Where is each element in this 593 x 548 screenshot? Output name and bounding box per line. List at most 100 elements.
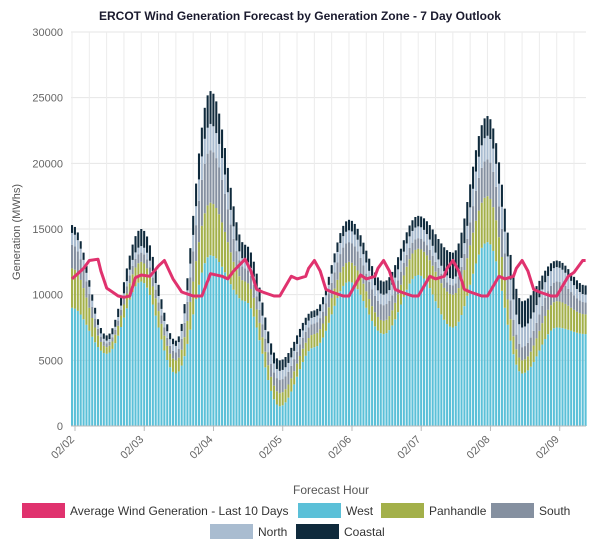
bar-segment — [584, 294, 587, 303]
bar-segment — [232, 206, 235, 227]
bar-segment — [422, 229, 426, 242]
bar-segment — [166, 337, 169, 346]
bar-segment — [267, 365, 270, 381]
bar-segment — [255, 309, 258, 328]
bar-segment — [500, 290, 503, 426]
bar-segment — [486, 159, 489, 197]
bar-segment — [448, 278, 452, 285]
bar-segment — [166, 360, 169, 426]
bar-segment — [180, 331, 183, 339]
bar-segment — [215, 258, 218, 426]
legend-swatch[interactable] — [298, 503, 341, 518]
bar-segment — [555, 281, 558, 302]
bar-segment — [108, 333, 111, 340]
bar-segment — [200, 225, 203, 273]
bar-segment — [244, 301, 247, 426]
bar-segment — [221, 222, 224, 267]
legend-swatch[interactable] — [22, 503, 65, 518]
bar-segment — [428, 239, 431, 251]
bar-segment — [134, 236, 137, 253]
bar-segment — [163, 335, 166, 351]
bar-segment — [96, 335, 100, 348]
bar-segment — [322, 304, 325, 312]
bar-segment — [451, 285, 454, 295]
legend-swatch[interactable] — [491, 503, 534, 518]
bar-segment — [304, 355, 307, 426]
bar-segment — [440, 265, 443, 274]
bar-segment — [552, 328, 555, 426]
bar-segment — [472, 166, 475, 189]
bar-segment — [111, 328, 114, 335]
bar-segment — [252, 297, 255, 317]
legend-swatch[interactable] — [381, 503, 424, 518]
bar-segment — [561, 283, 564, 303]
bar-segment — [82, 319, 85, 426]
legend[interactable]: Average Wind Generation - Last 10 Days We… — [22, 503, 570, 539]
bar-segment — [96, 328, 100, 336]
bar-segment — [301, 337, 304, 349]
bar-segment — [347, 230, 351, 243]
bar-segment — [94, 318, 97, 328]
legend-label[interactable]: South — [539, 504, 570, 518]
bar-segment — [376, 316, 379, 331]
bar-segment — [391, 310, 394, 326]
legend-swatch[interactable] — [296, 524, 339, 539]
bar-segment — [195, 261, 198, 300]
bar-segment — [428, 260, 431, 289]
bar-segment — [108, 339, 111, 342]
bar-segment — [105, 343, 108, 348]
bar-segment — [379, 293, 382, 305]
legend-label[interactable]: North — [258, 525, 287, 539]
bar-segment — [307, 313, 310, 321]
bar-segment — [365, 262, 368, 274]
bar-segment — [324, 330, 327, 426]
legend-swatch[interactable] — [210, 524, 253, 539]
bar-segment — [506, 232, 509, 257]
bar-segment — [411, 253, 414, 279]
bar-segment — [431, 265, 434, 295]
bar-segment — [549, 305, 553, 331]
bar-segment — [509, 279, 512, 301]
bar-segment — [192, 281, 195, 315]
bar-segment — [431, 245, 434, 256]
bar-segment — [422, 218, 426, 230]
bar-segment — [246, 246, 250, 263]
bar-segment — [547, 334, 550, 426]
bar-segment — [73, 246, 76, 270]
bar-segment — [114, 319, 117, 327]
bar-segment — [278, 370, 281, 381]
bar-segment — [451, 278, 454, 286]
bar-segment — [448, 284, 452, 294]
bar-segment — [526, 356, 529, 371]
bar-segment — [500, 257, 503, 291]
legend-label[interactable]: Coastal — [344, 525, 385, 539]
bar-segment — [457, 321, 460, 426]
legend-label[interactable]: Average Wind Generation - Last 10 Days — [70, 504, 289, 518]
bar-segment — [454, 276, 457, 284]
bar-segment — [333, 272, 336, 289]
bar-segment — [96, 347, 100, 426]
bar-segment — [215, 133, 218, 159]
bar-segment — [489, 119, 492, 140]
bar-segment — [108, 341, 111, 346]
bar-segment — [512, 354, 515, 426]
bar-segment — [350, 262, 353, 283]
bar-segment — [154, 283, 157, 290]
bar-segment — [79, 248, 82, 260]
bar-segment — [405, 254, 408, 267]
bar-segment — [558, 267, 561, 283]
bar-segment — [552, 302, 555, 329]
bar-segment — [365, 307, 368, 426]
bar-segment — [203, 213, 206, 264]
bar-segment — [506, 256, 509, 278]
bar-segment — [472, 232, 475, 274]
legend-label[interactable]: Panhandle — [429, 504, 487, 518]
bar-segment — [160, 299, 163, 309]
bar-segment — [293, 359, 296, 372]
bar-segment — [477, 156, 480, 178]
y-tick-label: 30000 — [32, 27, 63, 39]
bar-segment — [538, 350, 541, 426]
average-line-path — [70, 257, 586, 299]
legend-label[interactable]: West — [346, 504, 374, 518]
bar-segment — [422, 278, 426, 426]
